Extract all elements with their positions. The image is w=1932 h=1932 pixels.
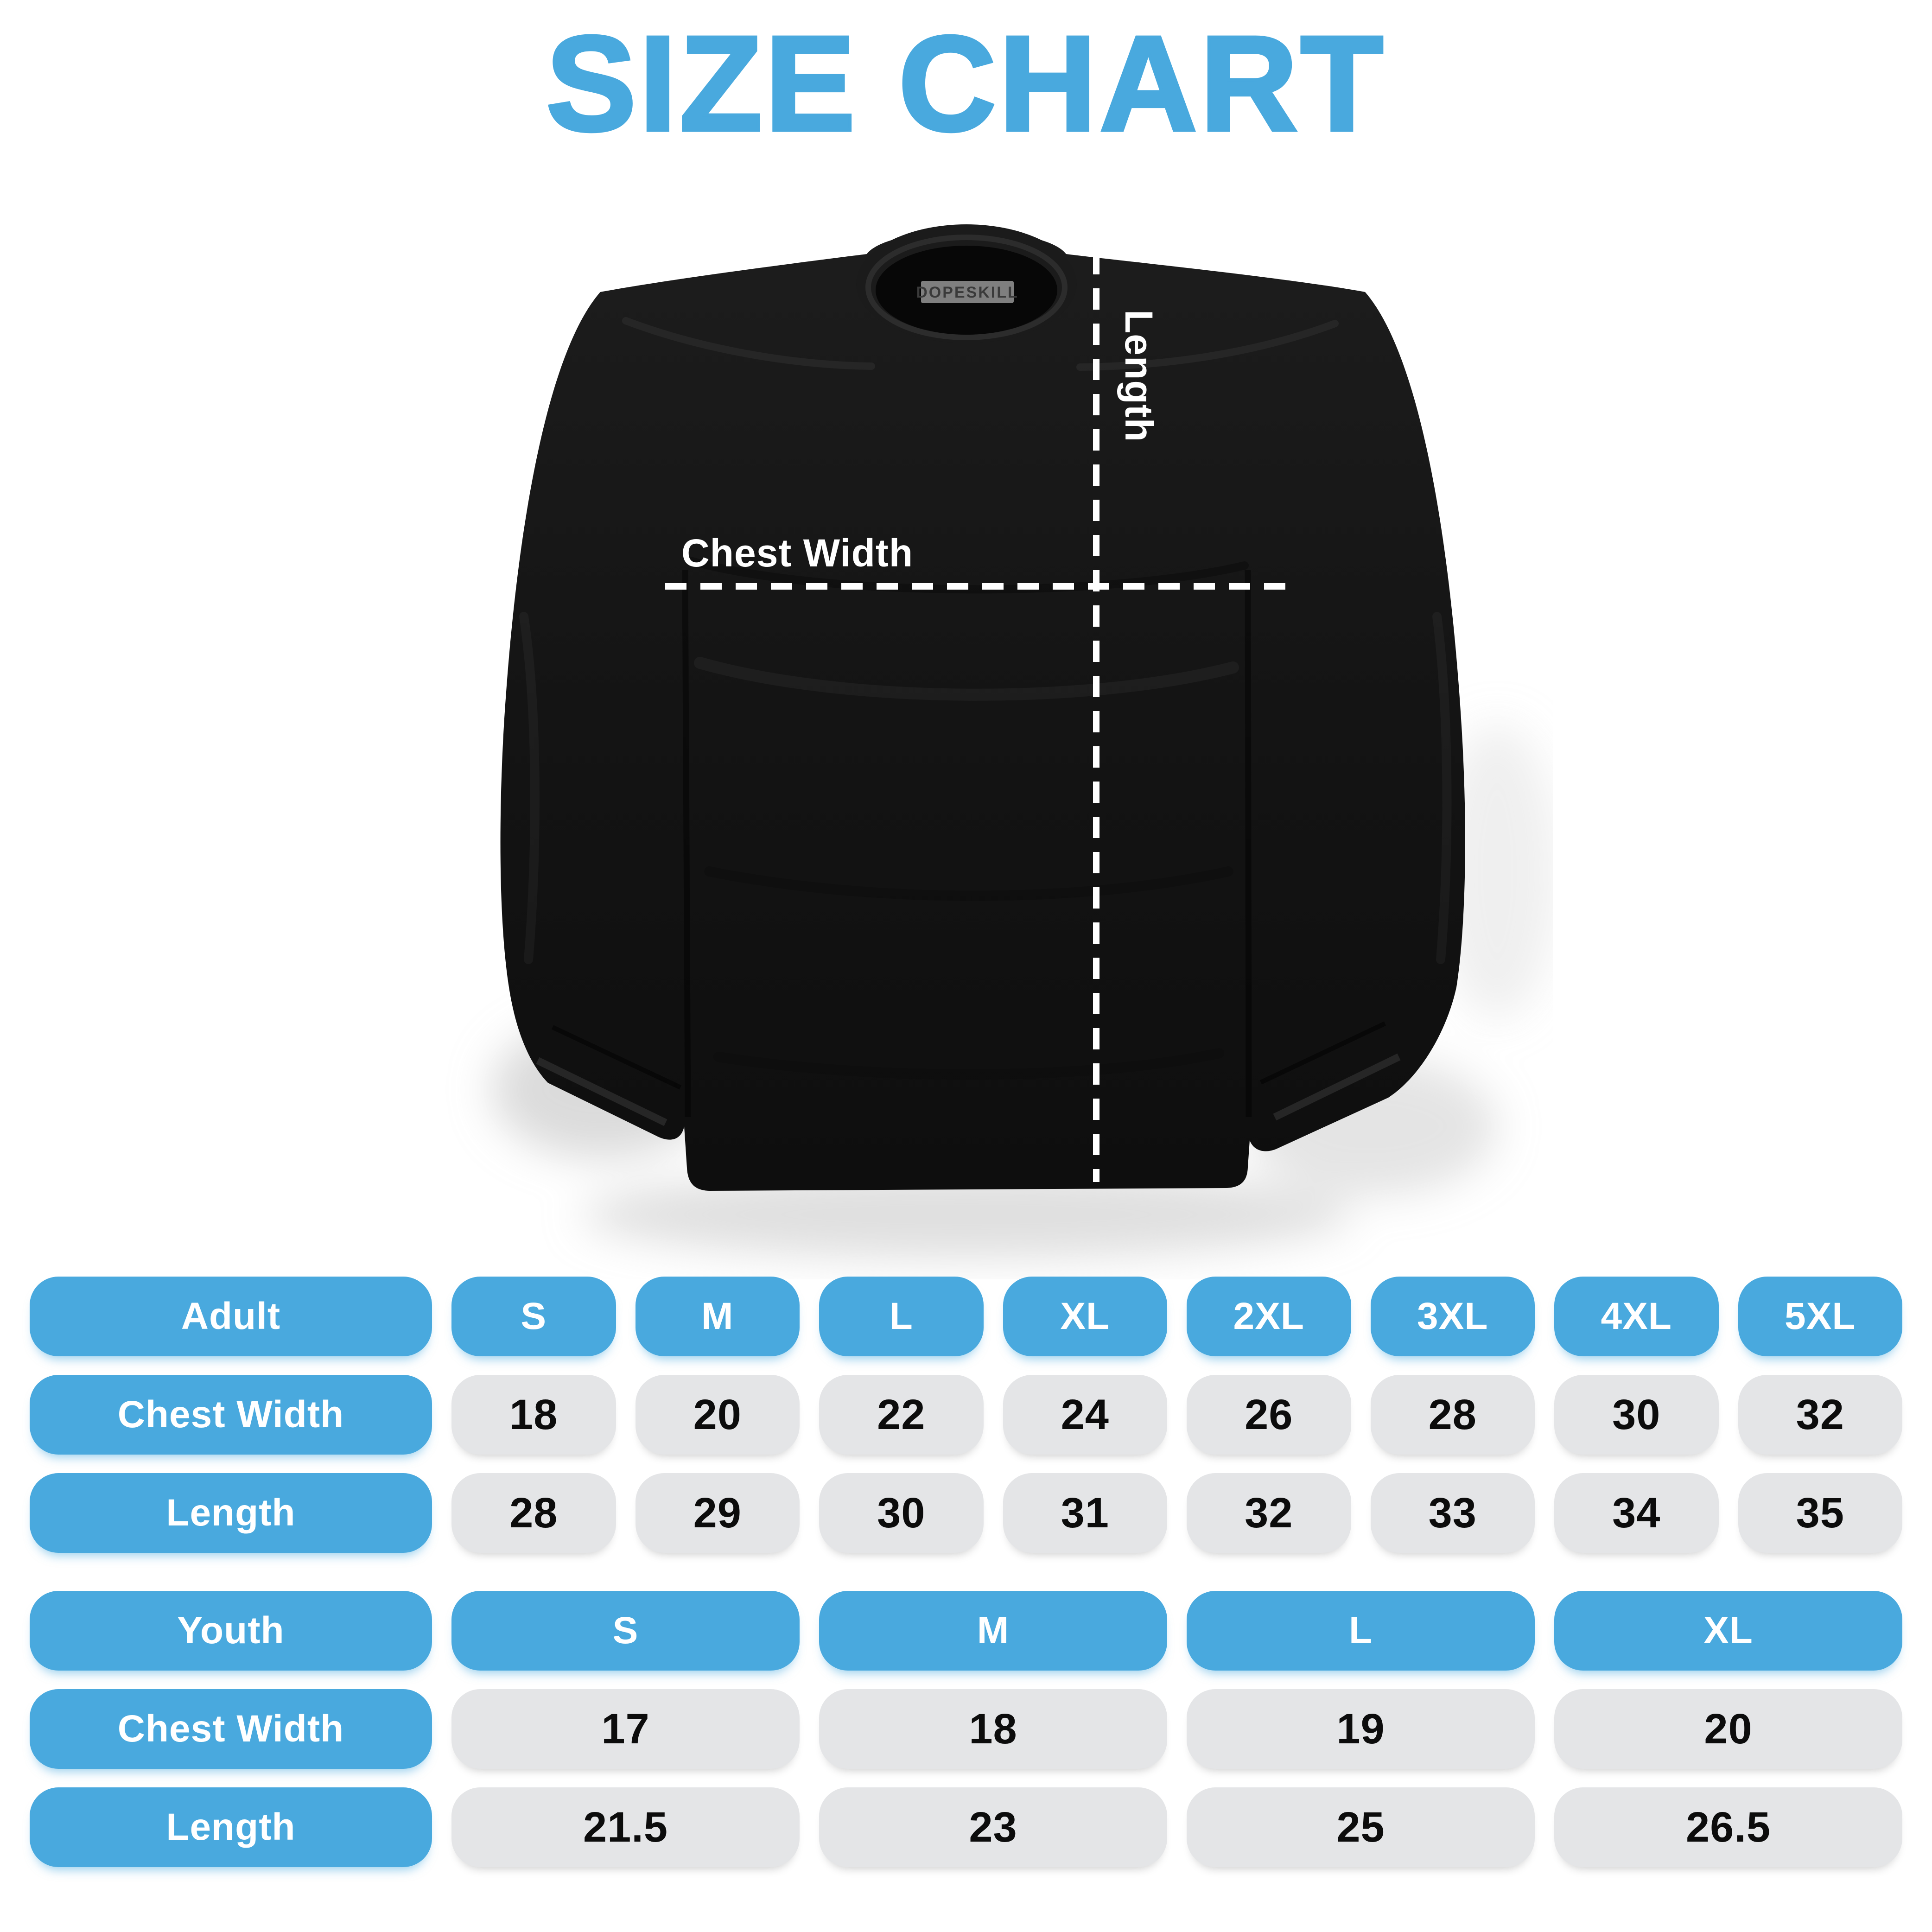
adult-length-xl: 31 — [1003, 1473, 1167, 1553]
youth-length-m: 23 — [819, 1787, 1167, 1867]
adult-length-s: 28 — [451, 1473, 616, 1553]
adult-chest-width-5xl: 32 — [1738, 1375, 1902, 1455]
page-title: SIZE CHART — [545, 8, 1386, 159]
youth-chest-width-m: 18 — [819, 1689, 1167, 1769]
adult-length-m: 29 — [635, 1473, 800, 1553]
adult-chest-width-s: 18 — [451, 1375, 616, 1455]
youth-length-l: 25 — [1187, 1787, 1535, 1867]
adult-length-2xl: 32 — [1187, 1473, 1351, 1553]
shirt-shadow — [491, 723, 1553, 1258]
adult-size-col-s: S — [451, 1277, 616, 1356]
youth-chest-width-xl: 20 — [1554, 1689, 1902, 1769]
measurement-lines: Chest Width Length — [665, 218, 1289, 1182]
adult-chest-width-xl: 24 — [1003, 1375, 1167, 1455]
youth-length-xl: 26.5 — [1554, 1787, 1902, 1867]
brand-tag: DOPESKILL — [916, 281, 1019, 303]
adult-length-3xl: 33 — [1370, 1473, 1535, 1553]
adult-chest-width-m: 20 — [635, 1375, 800, 1455]
youth-size-col-l: L — [1187, 1591, 1535, 1671]
adult-chest-width-l: 22 — [819, 1375, 984, 1455]
brand-tag-label: DOPESKILL — [916, 284, 1019, 301]
youth-size-col-m: M — [819, 1591, 1167, 1671]
chest-width-label: Chest Width — [681, 531, 913, 575]
length-label: Length — [1117, 310, 1161, 442]
adult-size-table: Adult S M L XL 2XL 3XL 4XL 5XL Chest Wid… — [30, 1277, 1902, 1553]
youth-length-s: 21.5 — [451, 1787, 800, 1867]
youth-size-table: Youth S M L XL Chest Width 17 18 19 20 L… — [30, 1591, 1902, 1867]
adult-chest-width-row-label: Chest Width — [30, 1375, 432, 1455]
adult-size-col-l: L — [819, 1277, 984, 1356]
youth-size-col-s: S — [451, 1591, 800, 1671]
adult-size-col-m: M — [635, 1277, 800, 1356]
adult-size-col-4xl: 4XL — [1554, 1277, 1719, 1356]
adult-chest-width-3xl: 28 — [1370, 1375, 1535, 1455]
shirt-diagram: DOPESKILL Chest Width Length — [491, 218, 1553, 1258]
adult-size-col-2xl: 2XL — [1187, 1277, 1351, 1356]
adult-table-title: Adult — [30, 1277, 432, 1356]
shirt-body — [500, 224, 1465, 1191]
youth-chest-width-l: 19 — [1187, 1689, 1535, 1769]
adult-size-col-3xl: 3XL — [1370, 1277, 1535, 1356]
adult-length-l: 30 — [819, 1473, 984, 1553]
adult-length-row-label: Length — [30, 1473, 432, 1553]
youth-length-row-label: Length — [30, 1787, 432, 1867]
youth-chest-width-row-label: Chest Width — [30, 1689, 432, 1769]
adult-length-4xl: 34 — [1554, 1473, 1719, 1553]
youth-table-title: Youth — [30, 1591, 432, 1671]
adult-chest-width-4xl: 30 — [1554, 1375, 1719, 1455]
youth-chest-width-s: 17 — [451, 1689, 800, 1769]
adult-chest-width-2xl: 26 — [1187, 1375, 1351, 1455]
adult-length-5xl: 35 — [1738, 1473, 1902, 1553]
adult-size-col-5xl: 5XL — [1738, 1277, 1902, 1356]
adult-size-col-xl: XL — [1003, 1277, 1167, 1356]
youth-size-col-xl: XL — [1554, 1591, 1902, 1671]
